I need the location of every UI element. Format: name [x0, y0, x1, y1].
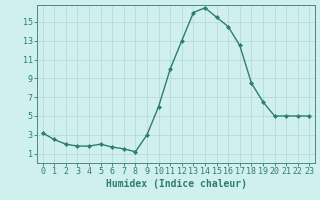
X-axis label: Humidex (Indice chaleur): Humidex (Indice chaleur) — [106, 179, 246, 189]
